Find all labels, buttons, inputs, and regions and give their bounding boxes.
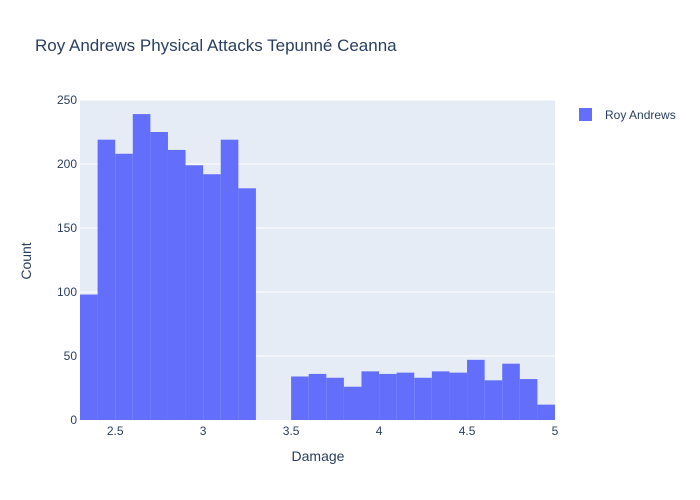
y-tick-label: 150 [57,221,77,235]
x-tick-label: 2.5 [107,424,124,438]
histogram-bar[interactable] [467,359,485,420]
histogram-bar[interactable] [519,379,538,420]
histogram-bar[interactable] [185,165,204,420]
histogram-bar[interactable] [238,188,256,420]
histogram-bar[interactable] [132,114,151,420]
histogram-bar[interactable] [115,153,133,420]
histogram-bar[interactable] [203,174,221,420]
histogram-bar[interactable] [343,386,362,420]
x-tick-label: 4.5 [459,424,476,438]
x-tick-label: 4 [376,424,383,438]
histogram-bar[interactable] [431,371,450,420]
legend-label[interactable]: Roy Andrews [605,108,676,122]
histogram-bar[interactable] [379,373,397,420]
y-tick-label: 200 [57,157,77,171]
histogram-bar[interactable] [484,380,503,420]
histogram-bar[interactable] [220,139,239,420]
histogram-bar[interactable] [150,132,168,420]
y-axis-ticks: 0 50 100 150 200 250 [57,93,77,427]
histogram-bar[interactable] [414,377,432,420]
bars [80,114,555,421]
histogram-bar[interactable] [97,139,116,420]
y-tick-label: 250 [57,93,77,107]
x-tick-label: 3 [200,424,207,438]
histogram-bar[interactable] [537,404,555,420]
x-axis-ticks: 2.5 3 3.5 4 4.5 5 [107,424,559,438]
histogram-bar[interactable] [291,376,309,420]
histogram-bar[interactable] [326,377,344,420]
histogram-bar[interactable] [396,372,415,420]
histogram-bar[interactable] [167,149,186,421]
y-tick-label: 50 [64,349,78,363]
y-axis-title: Count [18,242,34,279]
x-axis-title: Damage [292,448,345,464]
y-tick-label: 100 [57,285,77,299]
histogram-bar[interactable] [449,372,468,420]
legend[interactable]: Roy Andrews [579,108,676,122]
y-tick-label: 0 [70,413,77,427]
histogram-bar[interactable] [308,373,327,420]
x-tick-label: 3.5 [283,424,300,438]
x-tick-label: 5 [552,424,559,438]
chart-title: Roy Andrews Physical Attacks Tepunné Cea… [35,36,397,55]
histogram-bar[interactable] [361,371,380,420]
legend-swatch[interactable] [579,108,592,121]
histogram-bar[interactable] [80,294,98,420]
histogram-bar[interactable] [502,363,520,420]
